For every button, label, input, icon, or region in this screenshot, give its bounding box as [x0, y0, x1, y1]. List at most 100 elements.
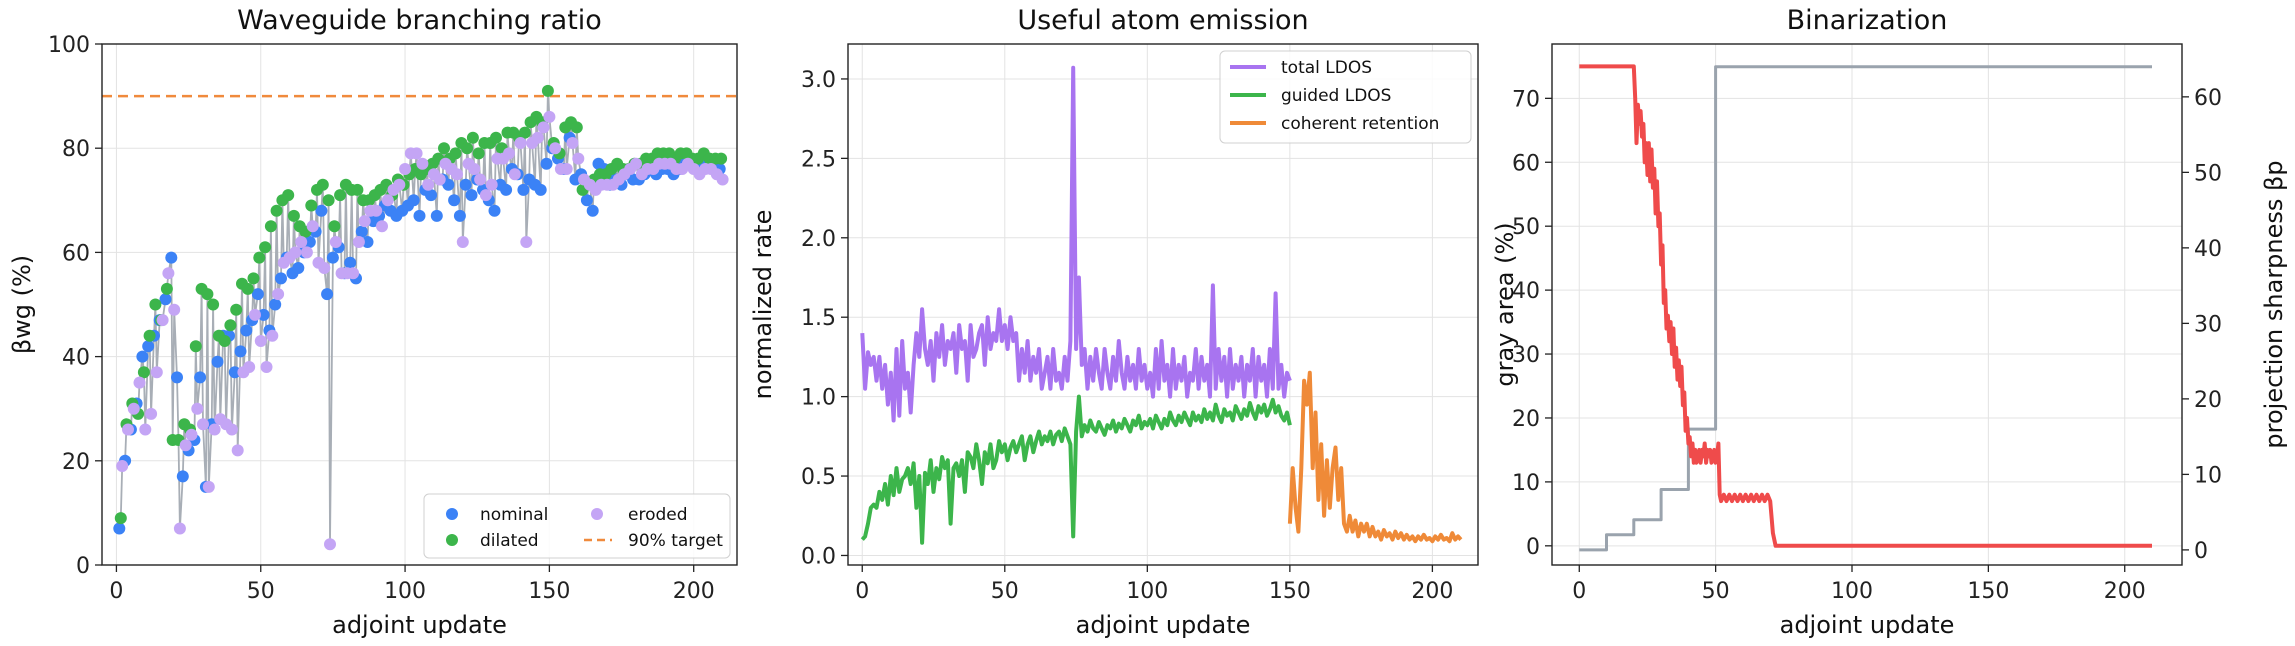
point-nominal: [361, 236, 374, 248]
point-eroded: [289, 246, 302, 259]
point-dilated: [264, 220, 277, 233]
point-nominal: [165, 251, 178, 264]
y-tick-label: 2.5: [801, 147, 836, 172]
y-tick-label: 20: [1512, 407, 1540, 432]
legend-marker-eroded: [591, 508, 603, 520]
point-dilated: [259, 241, 272, 254]
point-nominal: [344, 256, 357, 269]
plot-frame: [101, 43, 738, 566]
y2-tick-label: 40: [2194, 237, 2222, 262]
point-eroded: [410, 147, 423, 160]
point-dilated: [207, 298, 220, 311]
point-nominal: [211, 355, 224, 368]
y-tick-label: 1.5: [801, 306, 836, 331]
point-nominal: [275, 272, 287, 285]
point-dilated: [518, 126, 531, 139]
point-eroded: [549, 142, 562, 155]
y-axis-label: normalized rate: [749, 210, 777, 400]
point-eroded: [139, 423, 152, 436]
point-dilated: [541, 84, 554, 97]
point-dilated: [490, 131, 502, 144]
panel-atom-emission: 0 50 100 150 200 0.0 0.5 1.0 1.5 2.0 2.5 3.0 Useful…: [749, 5, 1479, 639]
y2-tick-label: 50: [2194, 161, 2222, 186]
point-dilated: [160, 282, 173, 295]
point-eroded: [474, 173, 487, 186]
point-nominal: [540, 157, 553, 170]
point-nominal: [448, 194, 461, 207]
point-dilated: [218, 335, 231, 347]
legend-label-eroded: eroded: [628, 505, 688, 525]
point-dilated: [149, 298, 162, 311]
point-dilated: [334, 189, 347, 202]
x-tick-label: 0: [109, 579, 123, 604]
point-eroded: [399, 163, 412, 175]
x-tick-label: 200: [2104, 579, 2146, 604]
point-dilated: [449, 147, 462, 160]
x-tick-label: 0: [1572, 579, 1586, 604]
legend: total LDOS guided LDOS coherent retentio…: [1219, 50, 1472, 144]
point-dilated: [137, 366, 150, 379]
point-nominal: [580, 194, 593, 207]
y-tick-label: 60: [1512, 151, 1540, 176]
point-dilated: [466, 131, 479, 144]
point-eroded: [122, 423, 134, 436]
point-nominal: [459, 178, 472, 191]
point-dilated: [316, 178, 329, 191]
y-tick-label: 50: [1512, 215, 1540, 240]
y-axis-label: gray area (%): [1491, 222, 1519, 386]
point-dilated: [570, 121, 583, 134]
point-eroded: [566, 137, 579, 149]
point-dilated: [305, 199, 318, 212]
point-eroded: [156, 314, 169, 327]
point-eroded: [300, 246, 313, 259]
point-eroded: [266, 329, 279, 342]
point-eroded: [416, 157, 429, 170]
y-tick-label: 0: [76, 554, 90, 579]
point-eroded: [116, 460, 129, 472]
x-tick-label: 150: [528, 579, 570, 604]
point-eroded: [537, 121, 550, 134]
y2-tick-label: 0: [2194, 539, 2208, 564]
point-nominal: [453, 209, 466, 222]
point-eroded: [503, 147, 515, 160]
point-nominal: [228, 366, 241, 379]
legend: nominal eroded dilated 90% target: [423, 493, 731, 559]
point-eroded: [531, 131, 544, 144]
point-eroded: [150, 366, 163, 379]
point-nominal: [292, 262, 305, 274]
point-eroded: [179, 439, 192, 452]
y2-tick-label: 10: [2194, 463, 2222, 488]
point-eroded: [347, 267, 360, 280]
legend-label-nominal: nominal: [480, 505, 548, 525]
x-axis-label: adjoint update: [1076, 611, 1251, 639]
point-dilated: [328, 220, 341, 233]
plot-frame: [1551, 43, 2183, 566]
point-eroded: [370, 204, 383, 217]
point-eroded: [197, 418, 209, 431]
point-dilated: [351, 183, 364, 196]
series-line-coherent-retention: [1287, 370, 1463, 544]
point-eroded: [249, 308, 261, 321]
point-eroded: [393, 178, 406, 191]
point-dilated: [230, 303, 243, 316]
point-eroded: [306, 220, 319, 233]
point-eroded: [514, 137, 527, 149]
point-eroded: [456, 236, 469, 248]
point-nominal: [407, 194, 420, 207]
point-nominal: [257, 308, 270, 321]
y-tick-label: 2.0: [801, 227, 836, 252]
legend-marker-nominal: [446, 508, 458, 520]
point-nominal: [240, 324, 253, 337]
x-tick-label: 100: [1831, 579, 1873, 604]
y-tick-label: 10: [1512, 471, 1540, 496]
x-tick-label: 200: [1411, 579, 1453, 604]
legend-label-coherent: coherent retention: [1281, 114, 1439, 134]
point-eroded: [173, 522, 186, 535]
legend-label-target: 90% target: [628, 531, 723, 551]
point-nominal: [303, 236, 316, 248]
y-tick-label: 3.0: [801, 68, 836, 93]
panel-branching-ratio: 0 50 100 150 200 0 20 40 60 80 100 Waveguide branc…: [8, 5, 738, 639]
point-eroded: [485, 178, 498, 191]
point-eroded: [381, 194, 394, 207]
chart-title: Useful atom emission: [1017, 5, 1308, 36]
